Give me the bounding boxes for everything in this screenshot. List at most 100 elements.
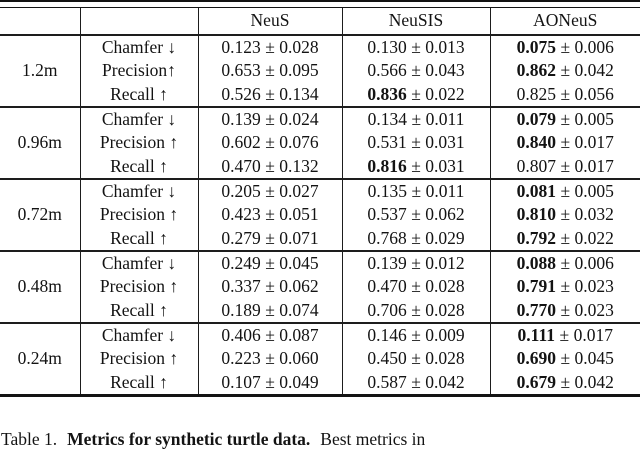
mean-value: 0.566 xyxy=(367,60,407,81)
mean-value: 0.791 xyxy=(516,276,556,297)
mean-value: 0.862 xyxy=(516,60,556,81)
row-group-0.72m: 0.72m Chamfer ↓ 0.205 ±0.027 0.135 ±0.011 0.08… xyxy=(0,179,640,251)
mean-value: 0.690 xyxy=(516,348,556,369)
mean-value: 0.770 xyxy=(516,299,556,320)
value-cell: 0.134 ±0.011 xyxy=(342,107,491,131)
value-cell: 0.130 ±0.013 xyxy=(342,35,491,59)
mean-value: 0.107 xyxy=(221,371,261,392)
mean-value: 0.531 xyxy=(367,132,407,153)
plus-minus-sign: ± xyxy=(265,132,275,153)
value-cell: 0.075 ±0.006 xyxy=(490,35,640,59)
mean-value: 0.792 xyxy=(516,227,556,248)
mean-value: 0.679 xyxy=(516,371,556,392)
error-value: 0.042 xyxy=(425,371,465,392)
plus-minus-sign: ± xyxy=(265,276,275,297)
value-cell: 0.205 ±0.027 xyxy=(198,179,343,203)
error-value: 0.028 xyxy=(279,36,319,57)
mean-value: 0.223 xyxy=(221,348,261,369)
error-value: 0.062 xyxy=(279,276,319,297)
mean-value: 0.768 xyxy=(367,227,407,248)
value-cell: 0.139 ±0.024 xyxy=(198,107,343,131)
mean-value: 0.816 xyxy=(367,155,407,176)
value-cell: 0.770 ±0.023 xyxy=(490,299,640,323)
error-value: 0.134 xyxy=(279,83,319,104)
table-row: Recall ↑ 0.189 ±0.074 0.706 ±0.028 0.770 ±0.02… xyxy=(0,299,640,323)
table-row: Recall ↑ 0.470 ±0.132 0.816 ±0.031 0.807 ±0.01… xyxy=(0,155,640,179)
table-row: 1.2m Chamfer ↓ 0.123 ±0.028 0.130 ±0.013 0.075… xyxy=(0,35,640,107)
mean-value: 0.088 xyxy=(516,252,556,273)
table-row: Precision ↑ 0.337 ±0.062 0.470 ±0.028 0.791 ±0… xyxy=(0,275,640,299)
value-cell: 0.111 ±0.017 xyxy=(490,323,640,347)
error-value: 0.071 xyxy=(279,227,319,248)
plus-minus-sign: ± xyxy=(265,348,275,369)
error-value: 0.043 xyxy=(425,60,465,81)
caption-text: Best metrics in xyxy=(320,429,426,449)
plus-minus-sign: ± xyxy=(411,60,421,81)
mean-value: 0.081 xyxy=(516,180,556,201)
value-cell: 0.690 ±0.045 xyxy=(490,347,640,371)
error-value: 0.028 xyxy=(425,348,465,369)
plus-minus-sign: ± xyxy=(411,348,421,369)
plus-minus-sign: ± xyxy=(265,371,275,392)
plus-minus-sign: ± xyxy=(411,180,422,201)
error-value: 0.011 xyxy=(425,180,465,201)
metric-label: Recall ↑ xyxy=(80,299,199,323)
value-cell: 0.768 ±0.029 xyxy=(342,227,491,251)
row-group-1.2m: 1.2m Chamfer ↓ 0.123 ±0.028 0.130 ±0.013 0.075… xyxy=(0,35,640,107)
mean-value: 0.470 xyxy=(221,155,261,176)
mean-value: 0.526 xyxy=(221,83,261,104)
value-cell: 0.706 ±0.028 xyxy=(342,299,491,323)
value-cell: 0.135 ±0.011 xyxy=(342,179,491,203)
plus-minus-sign: ± xyxy=(265,180,275,201)
mean-value: 0.123 xyxy=(221,36,261,57)
mean-value: 0.134 xyxy=(367,108,408,129)
value-cell: 0.587 ±0.042 xyxy=(342,371,491,395)
plus-minus-sign: ± xyxy=(411,155,421,176)
mean-value: 0.139 xyxy=(221,108,261,129)
mean-value: 0.470 xyxy=(367,276,407,297)
column-header-neusis: NeuSIS xyxy=(342,8,491,35)
error-value: 0.023 xyxy=(574,299,614,320)
metric-label: Recall ↑ xyxy=(80,83,199,107)
row-group-label: 0.24m xyxy=(0,323,81,395)
table-row: 0.48m Chamfer ↓ 0.249 ±0.045 0.139 ±0.012 0.08… xyxy=(0,251,640,323)
value-cell: 0.450 ±0.028 xyxy=(342,347,491,371)
metric-label: Chamfer ↓ xyxy=(80,251,199,275)
table-row: 0.96m Chamfer ↓ 0.139 ±0.024 0.134 ±0.011 0.07… xyxy=(0,107,640,179)
plus-minus-sign: ± xyxy=(560,204,571,225)
mean-value: 0.130 xyxy=(367,36,407,57)
header-row: NeuS NeuSIS AONeuS xyxy=(0,8,640,35)
error-value: 0.049 xyxy=(279,371,319,392)
table-row: Precision↑ 0.653 ±0.095 0.566 ±0.043 0.862 ±0.… xyxy=(0,59,640,83)
mean-value: 0.807 xyxy=(516,155,556,176)
plus-minus-sign: ± xyxy=(411,83,421,104)
caption-title: Metrics for synthetic turtle data. xyxy=(67,429,311,449)
mean-value: 0.836 xyxy=(367,83,407,104)
header-corner-empty xyxy=(0,8,81,35)
mean-value: 0.450 xyxy=(367,348,407,369)
metric-label: Precision↑ xyxy=(80,59,199,83)
error-value: 0.045 xyxy=(279,252,319,273)
value-cell: 0.816 ±0.031 xyxy=(342,155,491,179)
value-cell: 0.139 ±0.012 xyxy=(342,251,491,275)
mean-value: 0.653 xyxy=(221,60,261,81)
mean-value: 0.706 xyxy=(367,299,407,320)
error-value: 0.022 xyxy=(425,83,465,104)
error-value: 0.027 xyxy=(279,180,319,201)
error-value: 0.017 xyxy=(573,324,613,345)
plus-minus-sign: ± xyxy=(560,36,571,57)
mean-value: 0.205 xyxy=(221,180,261,201)
metrics-table: NeuS NeuSIS AONeuS 1.2m Chamfer ↓ 0.123 ±0.… xyxy=(0,8,640,397)
error-value: 0.006 xyxy=(574,36,614,57)
column-header-neus: NeuS xyxy=(198,8,343,35)
value-cell: 0.602 ±0.076 xyxy=(198,131,343,155)
mean-value: 0.825 xyxy=(516,83,556,104)
plus-minus-sign: ± xyxy=(265,252,275,273)
table-row: Precision ↑ 0.602 ±0.076 0.531 ±0.031 0.840 ±0… xyxy=(0,131,640,155)
plus-minus-sign: ± xyxy=(411,299,421,320)
plus-minus-sign: ± xyxy=(560,348,571,369)
value-cell: 0.079 ±0.005 xyxy=(490,107,640,131)
error-value: 0.031 xyxy=(425,155,465,176)
error-value: 0.087 xyxy=(279,324,319,345)
mean-value: 0.337 xyxy=(221,276,261,297)
